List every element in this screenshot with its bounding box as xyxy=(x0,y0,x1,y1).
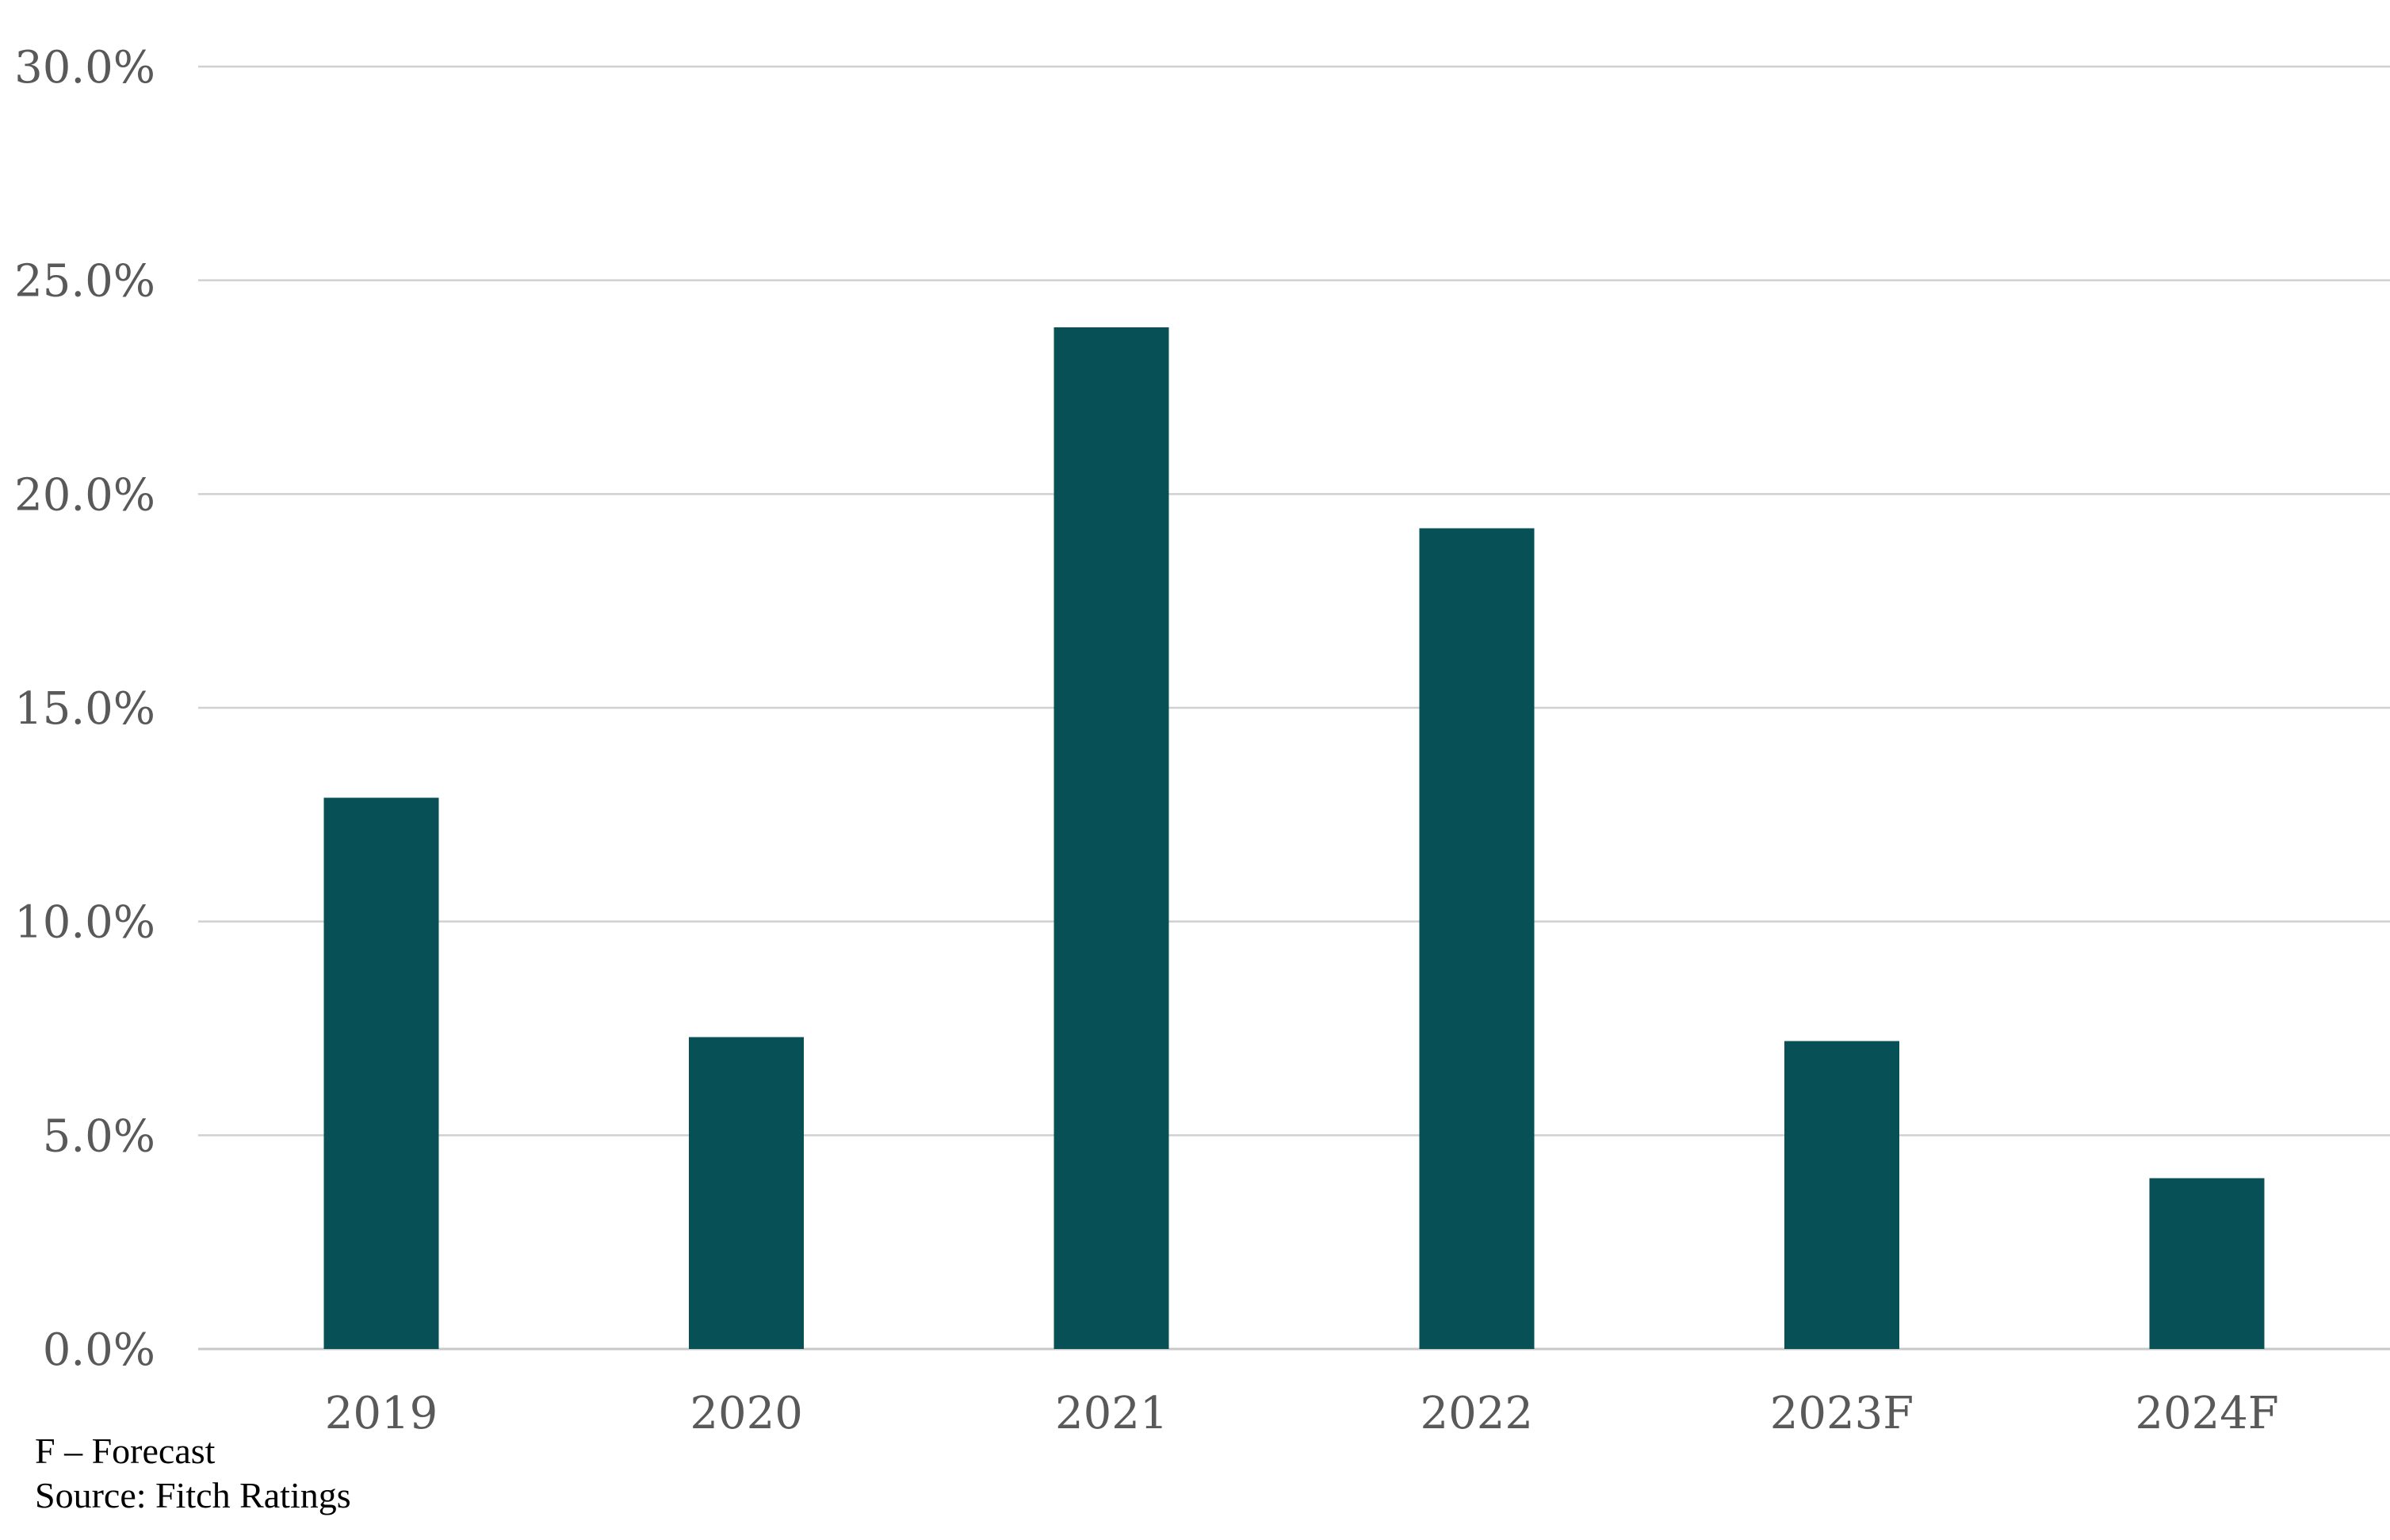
bar-2019 xyxy=(323,797,439,1349)
bar-2022 xyxy=(1419,528,1535,1349)
x-tick-label: 2024F xyxy=(2135,1388,2278,1439)
source-footnote: Source: Fitch Ratings xyxy=(35,1475,351,1515)
bar-2020 xyxy=(689,1037,805,1349)
bars xyxy=(323,327,2265,1349)
y-tick-label: 5.0% xyxy=(43,1110,155,1162)
bar-2021 xyxy=(1054,327,1169,1349)
x-tick-label: 2021 xyxy=(1055,1388,1168,1439)
y-tick-label: 0.0% xyxy=(43,1324,155,1376)
y-axis-tick-labels: 0.0% 5.0% 10.0% 15.0% 20.0% 25.0% 30.0% xyxy=(14,42,155,1376)
bar-2023F xyxy=(1784,1041,1899,1349)
y-tick-label: 15.0% xyxy=(14,683,155,735)
x-tick-label: 2023F xyxy=(1770,1388,1914,1439)
forecast-footnote: F – Forecast xyxy=(35,1431,216,1471)
gridlines xyxy=(198,65,2390,1351)
y-tick-label: 10.0% xyxy=(14,897,155,949)
x-tick-label: 2022 xyxy=(1421,1388,1534,1439)
x-tick-label: 2020 xyxy=(690,1388,803,1439)
y-tick-label: 25.0% xyxy=(14,256,155,308)
x-axis-tick-labels: 2019 2020 2021 2022 2023F 2024F xyxy=(325,1388,2279,1439)
x-tick-label: 2019 xyxy=(325,1388,438,1439)
bar-2024F xyxy=(2149,1178,2265,1349)
y-tick-label: 30.0% xyxy=(14,42,155,94)
y-tick-label: 20.0% xyxy=(14,469,155,521)
